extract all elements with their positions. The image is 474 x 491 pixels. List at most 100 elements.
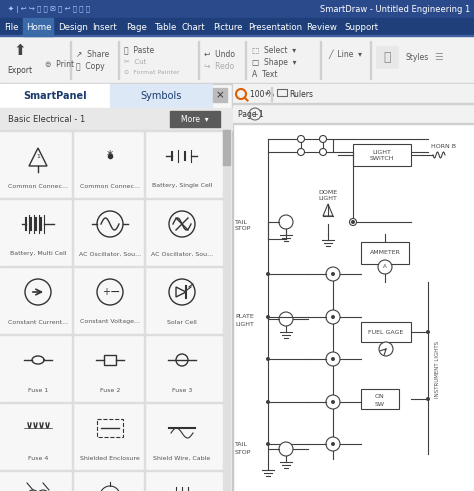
Bar bbox=[213, 88, 227, 102]
Circle shape bbox=[351, 220, 355, 224]
Bar bbox=[0, 198, 223, 199]
Text: FUEL GAGE: FUEL GAGE bbox=[368, 329, 404, 334]
Text: AC Oscillator, Sou...: AC Oscillator, Sou... bbox=[79, 251, 141, 256]
Text: Home: Home bbox=[26, 23, 52, 31]
Bar bbox=[0, 266, 223, 267]
Text: ↩  Undo: ↩ Undo bbox=[204, 50, 235, 58]
Bar bbox=[223, 130, 230, 165]
Text: STOP: STOP bbox=[235, 226, 251, 231]
Text: −: − bbox=[110, 285, 120, 299]
Circle shape bbox=[279, 442, 293, 456]
Text: HORN B: HORN B bbox=[431, 143, 456, 148]
Text: Fuse 3: Fuse 3 bbox=[172, 387, 192, 392]
Circle shape bbox=[326, 395, 340, 409]
Text: Symbols: Symbols bbox=[140, 91, 182, 101]
Bar bbox=[233, 103, 474, 104]
Circle shape bbox=[379, 342, 393, 356]
Text: AMMETER: AMMETER bbox=[370, 249, 401, 254]
Bar bbox=[361, 322, 411, 342]
Text: Common Connec...: Common Connec... bbox=[8, 184, 68, 189]
Bar bbox=[320, 41, 321, 79]
Circle shape bbox=[326, 267, 340, 281]
Text: Fuse 4: Fuse 4 bbox=[28, 456, 48, 461]
Bar bbox=[223, 130, 230, 491]
Text: DOME: DOME bbox=[319, 190, 337, 194]
Bar bbox=[353, 144, 411, 166]
Text: Basic Electrical - 1: Basic Electrical - 1 bbox=[8, 114, 85, 124]
Text: Styles: Styles bbox=[406, 53, 429, 61]
Bar bbox=[0, 36, 474, 84]
Circle shape bbox=[298, 148, 304, 156]
Bar bbox=[0, 470, 223, 471]
Circle shape bbox=[279, 312, 293, 326]
Text: 100 %: 100 % bbox=[250, 89, 274, 99]
Text: LIGHT: LIGHT bbox=[235, 322, 254, 327]
Circle shape bbox=[266, 400, 270, 404]
Text: Battery, Single Cell: Battery, Single Cell bbox=[152, 184, 212, 189]
Circle shape bbox=[331, 400, 335, 404]
Text: A: A bbox=[383, 265, 387, 270]
Text: Solar Cell: Solar Cell bbox=[167, 320, 197, 325]
Text: 📋  Paste: 📋 Paste bbox=[124, 46, 154, 55]
Circle shape bbox=[331, 442, 335, 446]
Circle shape bbox=[349, 218, 356, 225]
Text: Rulers: Rulers bbox=[289, 89, 313, 99]
Text: SmartDraw - Untitled Engineering 1: SmartDraw - Untitled Engineering 1 bbox=[320, 4, 470, 13]
Circle shape bbox=[266, 315, 270, 319]
Text: Constant Current...: Constant Current... bbox=[8, 320, 68, 325]
Text: SWITCH: SWITCH bbox=[370, 157, 394, 162]
Bar bbox=[70, 41, 71, 79]
Bar bbox=[370, 41, 371, 79]
Bar bbox=[198, 41, 199, 79]
Text: ⬚  Select  ▾: ⬚ Select ▾ bbox=[252, 46, 296, 55]
Circle shape bbox=[266, 357, 270, 361]
Bar bbox=[72, 130, 73, 491]
Bar bbox=[232, 84, 233, 491]
Bar bbox=[0, 35, 474, 36]
Text: Table: Table bbox=[155, 23, 177, 31]
Text: ✦ | ↩ ↪ 🗋 💾 ✉ 🖨 ↩ 🗋 🗋 🗋: ✦ | ↩ ↪ 🗋 💾 ✉ 🖨 ↩ 🗋 🗋 🗋 bbox=[8, 5, 90, 13]
Circle shape bbox=[331, 357, 335, 361]
Bar bbox=[0, 84, 232, 491]
Bar bbox=[233, 84, 474, 104]
Text: Fuse 1: Fuse 1 bbox=[28, 387, 48, 392]
Text: Presentation: Presentation bbox=[248, 23, 302, 31]
Text: SmartPanel: SmartPanel bbox=[23, 91, 87, 101]
Bar bbox=[271, 87, 272, 101]
Circle shape bbox=[331, 272, 335, 276]
Text: ☰: ☰ bbox=[434, 52, 443, 62]
Text: 1: 1 bbox=[36, 155, 40, 160]
Text: TAIL: TAIL bbox=[235, 441, 248, 446]
Bar bbox=[0, 334, 223, 335]
Text: Battery, Multi Cell: Battery, Multi Cell bbox=[10, 251, 66, 256]
Bar bbox=[361, 389, 399, 409]
Circle shape bbox=[426, 330, 430, 334]
Text: LIGHT: LIGHT bbox=[373, 149, 392, 155]
Text: ╱  Line  ▾: ╱ Line ▾ bbox=[328, 49, 362, 58]
Bar bbox=[97, 419, 123, 437]
Circle shape bbox=[319, 136, 327, 142]
Text: ⧉  Copy: ⧉ Copy bbox=[76, 61, 105, 71]
Text: +: + bbox=[252, 109, 258, 118]
Text: A  Text: A Text bbox=[252, 70, 277, 79]
Bar bbox=[361, 242, 409, 264]
Bar bbox=[0, 402, 223, 403]
Bar bbox=[0, 83, 474, 84]
Text: ↪  Redo: ↪ Redo bbox=[204, 61, 234, 71]
Circle shape bbox=[279, 215, 293, 229]
Text: LIGHT: LIGHT bbox=[319, 196, 337, 201]
Text: Constant Voltage...: Constant Voltage... bbox=[80, 320, 140, 325]
Text: SW: SW bbox=[375, 402, 385, 407]
Text: Page 1: Page 1 bbox=[238, 109, 264, 118]
Circle shape bbox=[319, 148, 327, 156]
Text: ⬜: ⬜ bbox=[383, 51, 391, 63]
Text: ✂  Cut: ✂ Cut bbox=[124, 59, 146, 65]
Circle shape bbox=[266, 272, 270, 276]
Bar bbox=[0, 84, 110, 108]
Bar bbox=[0, 130, 223, 131]
Text: AC Oscillator, Sou...: AC Oscillator, Sou... bbox=[151, 251, 213, 256]
Bar bbox=[277, 89, 287, 96]
Text: +: + bbox=[102, 287, 110, 297]
Text: TAIL: TAIL bbox=[235, 219, 248, 224]
Bar bbox=[376, 46, 398, 68]
